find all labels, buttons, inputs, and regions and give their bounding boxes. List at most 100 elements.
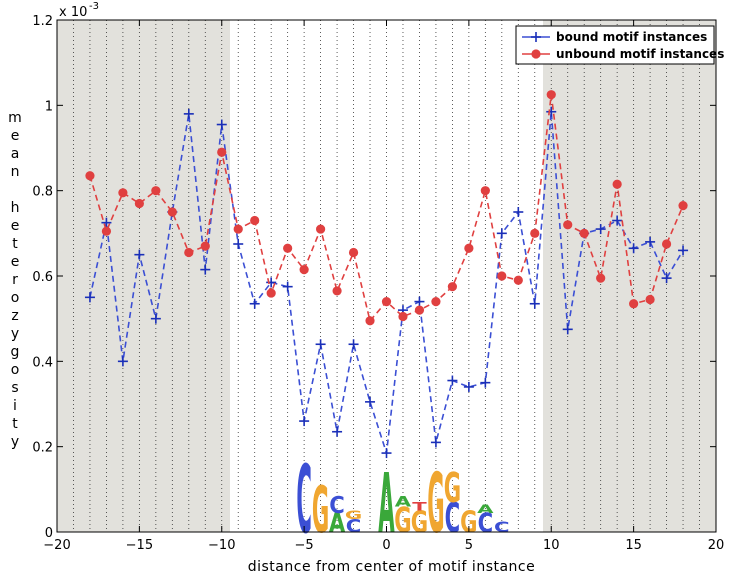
data-point <box>628 243 639 254</box>
shaded-region-1 <box>57 20 230 532</box>
logo-letter: T <box>412 500 427 514</box>
data-point <box>381 297 392 307</box>
data-point <box>496 228 507 239</box>
svg-text:r: r <box>12 272 18 288</box>
data-point <box>398 311 408 322</box>
shaded-region-2 <box>543 20 716 532</box>
logo-letter: C <box>445 494 461 542</box>
svg-text:i: i <box>13 398 17 414</box>
svg-text:a: a <box>11 146 20 162</box>
legend-label: unbound motif instances <box>556 47 724 61</box>
data-point <box>250 215 260 226</box>
logo-letter: A <box>477 503 494 517</box>
data-point <box>365 396 376 407</box>
data-point <box>249 298 260 309</box>
data-point <box>629 299 639 309</box>
data-point <box>332 426 343 437</box>
svg-text:y: y <box>11 326 19 342</box>
data-point <box>678 201 688 211</box>
data-point <box>233 224 243 234</box>
data-point <box>513 207 524 217</box>
data-point <box>381 448 392 459</box>
data-point <box>85 171 95 181</box>
svg-text:e: e <box>11 254 20 270</box>
data-point <box>595 224 606 235</box>
data-point <box>84 292 95 303</box>
data-point <box>579 228 589 238</box>
svg-text:y: y <box>11 434 19 450</box>
data-point <box>661 239 672 249</box>
data-point <box>497 271 507 281</box>
svg-text:h: h <box>11 200 20 216</box>
data-point <box>546 90 556 100</box>
data-point <box>612 179 622 189</box>
svg-text:m: m <box>8 110 22 126</box>
y-tick-label: 1 <box>45 99 53 114</box>
y-exponent-label: x 10 <box>59 5 87 20</box>
data-point <box>299 265 309 275</box>
data-point <box>316 224 326 234</box>
legend-entry: bound motif instances <box>522 30 707 44</box>
x-tick-label: −20 <box>43 538 70 553</box>
x-tick-label: 5 <box>465 538 473 553</box>
x-axis-title: distance from center of motif instance <box>248 559 536 575</box>
logo-letter: G <box>411 506 428 540</box>
y-tick-label: 0 <box>45 526 53 541</box>
logo-letter: C <box>494 519 510 536</box>
legend-label: bound motif instances <box>556 30 707 44</box>
x-tick-label: 0 <box>382 538 390 553</box>
data-point <box>183 108 194 119</box>
x-tick-label: −15 <box>126 538 153 553</box>
data-point <box>315 339 326 350</box>
x-tick-label: 20 <box>708 538 725 553</box>
data-point <box>612 215 623 226</box>
data-point <box>414 305 425 315</box>
svg-text:g: g <box>11 344 20 360</box>
legend-entry: unbound motif instances <box>522 47 724 61</box>
logo-letter: C <box>329 492 345 519</box>
data-point <box>217 147 227 157</box>
logo-letter: C <box>478 508 494 539</box>
data-point <box>430 437 441 448</box>
data-point <box>282 281 293 292</box>
logo-letter: G <box>345 509 362 523</box>
data-point <box>562 324 573 335</box>
data-point <box>266 288 276 298</box>
data-point <box>184 247 194 258</box>
data-point <box>447 375 458 386</box>
x-tick-label: 15 <box>625 538 642 553</box>
data-point <box>118 188 128 198</box>
logo-letter: A <box>329 508 346 539</box>
svg-text:o: o <box>11 290 20 306</box>
logo-letter: A <box>395 494 411 511</box>
svg-text:t: t <box>12 416 18 432</box>
data-point <box>101 217 112 228</box>
data-point <box>661 273 672 284</box>
data-point <box>546 106 557 117</box>
svg-text:n: n <box>11 164 20 180</box>
data-point <box>348 339 359 350</box>
data-point <box>200 264 211 275</box>
data-point <box>348 247 359 258</box>
data-point <box>200 241 210 251</box>
logo-letter: G <box>312 474 329 548</box>
y-exponent-power: -3 <box>89 1 99 12</box>
data-point <box>134 198 144 209</box>
data-point <box>447 282 457 292</box>
svg-text:s: s <box>11 380 18 396</box>
data-point <box>563 220 573 230</box>
data-point <box>365 316 375 326</box>
data-point <box>414 296 425 307</box>
y-tick-label: 0.8 <box>32 185 53 200</box>
logo-letter: A <box>378 458 394 552</box>
svg-text:e: e <box>11 128 20 144</box>
data-point <box>150 313 161 324</box>
data-point <box>283 243 293 253</box>
y-tick-label: 1.2 <box>32 14 53 29</box>
y-tick-label: 0.2 <box>32 441 53 456</box>
x-tick-label: 10 <box>543 538 560 553</box>
data-point <box>233 239 244 249</box>
logo-letter: G <box>394 499 411 540</box>
